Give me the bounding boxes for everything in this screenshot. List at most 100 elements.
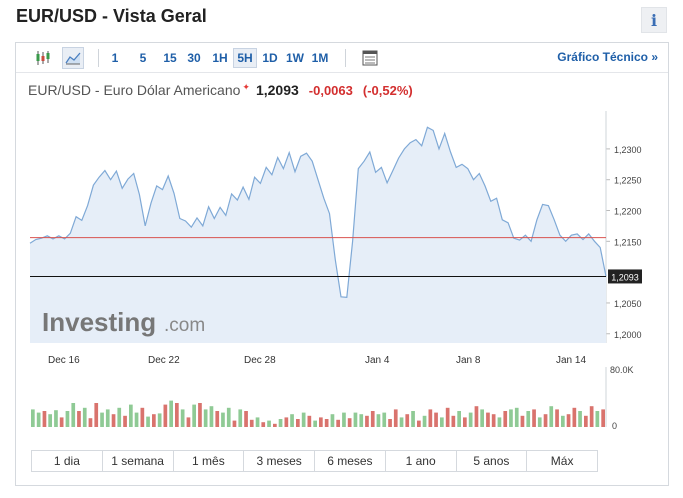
volume-bar (445, 407, 450, 427)
volume-bar (59, 417, 64, 427)
volume-bar (140, 407, 145, 427)
volume-bar (244, 411, 248, 427)
last-price-label: 1,2093 (611, 272, 639, 282)
volume-bar (209, 406, 214, 427)
volume-bar (405, 414, 410, 427)
timeframe-1m[interactable]: 1M (311, 51, 329, 65)
range-1-month[interactable]: 1 mês (174, 451, 245, 471)
range-1-day[interactable]: 1 dia (32, 451, 103, 471)
volume-bar (307, 415, 312, 427)
range-6-months[interactable]: 6 meses (315, 451, 386, 471)
volume-bar (215, 411, 220, 427)
volume-bar (261, 422, 266, 427)
y-tick-label: 1,2200 (614, 207, 642, 217)
x-tick-label: Jan 4 (365, 355, 390, 366)
volume-bar (382, 412, 387, 427)
volume-bar (111, 414, 116, 427)
volume-bar (601, 409, 605, 427)
volume-bar (129, 404, 133, 427)
chart-toolbar: 1 5 15 30 1H 5H 1D 1W 1M Gráfico Técnico… (16, 43, 668, 73)
volume-bar (296, 419, 300, 427)
volume-bar (203, 409, 208, 427)
last-price: 1,2093 (255, 82, 299, 98)
volume-bar (94, 403, 99, 427)
timeframe-5h[interactable]: 5H (233, 48, 257, 68)
volume-bar (491, 414, 496, 427)
x-tick-label: Dec 16 (48, 355, 80, 366)
volume-bar (221, 412, 225, 427)
star-icon: ✦ (242, 82, 250, 92)
volume-bar (313, 420, 317, 427)
timeframe-5[interactable]: 5 (139, 51, 147, 65)
volume-bar (330, 414, 335, 427)
table-view-icon[interactable] (359, 47, 381, 69)
candlestick-icon[interactable] (32, 47, 54, 69)
timeframe-1h[interactable]: 1H (212, 51, 228, 65)
y-tick-label: 1,2050 (614, 299, 642, 309)
price-change-percent: (-0,52%) (362, 83, 413, 98)
volume-bar (117, 407, 122, 427)
volume-bar (537, 417, 542, 427)
volume-bar (497, 417, 502, 427)
volume-bar (226, 407, 231, 427)
y-tick-label: 1,2150 (614, 237, 642, 247)
range-3-months[interactable]: 3 meses (244, 451, 315, 471)
volume-bar (578, 411, 582, 427)
x-tick-label: Dec 28 (244, 355, 276, 366)
range-1-week[interactable]: 1 semana (103, 451, 174, 471)
range-selector: 1 dia 1 semana 1 mês 3 meses 6 meses 1 a… (31, 450, 598, 472)
timeframe-1d[interactable]: 1D (262, 51, 278, 65)
volume-bar (388, 419, 392, 427)
timeframe-1w[interactable]: 1W (286, 51, 304, 65)
volume-bar (549, 406, 554, 427)
investing-watermark: Investing (42, 307, 156, 337)
volume-bar (584, 415, 588, 427)
volume-bar (278, 419, 283, 427)
price-change: -0,0063 (308, 83, 353, 98)
volume-bar (347, 418, 352, 427)
quote-line: EUR/USD - Euro Dólar Americano ✦ 1,2093 -0,… (28, 82, 413, 98)
info-icon[interactable]: i (641, 7, 667, 33)
price-chart[interactable]: Investing .com 1,2300 1,2250 1,2200 1,2150 1… (16, 105, 668, 445)
volume-bar (595, 411, 600, 427)
range-max[interactable]: Máx (550, 454, 574, 468)
timeframe-15[interactable]: 15 (163, 51, 177, 65)
chart-widget: 1 5 15 30 1H 5H 1D 1W 1M Gráfico Técnico… (15, 42, 669, 486)
volume-bar (319, 417, 323, 427)
volume-bar (486, 412, 490, 427)
volume-bar (123, 415, 127, 427)
timeframe-30[interactable]: 30 (187, 51, 201, 65)
volume-bar (284, 417, 289, 427)
volume-bar (434, 412, 438, 427)
price-area (30, 127, 606, 343)
volume-bar (175, 403, 179, 427)
volume-tick-label: 80.0K (610, 365, 634, 375)
volume-bar (353, 412, 358, 427)
volume-bar (451, 415, 456, 427)
volume-bar (468, 412, 473, 427)
volume-bar (440, 417, 444, 427)
volume-bar (146, 416, 150, 427)
toolbar-divider (98, 49, 99, 67)
volume-bar (198, 403, 202, 427)
volume-bar (417, 420, 421, 427)
volume-bar (180, 409, 185, 427)
volume-bar (77, 411, 81, 427)
volume-bar (376, 414, 381, 427)
volume-bar (54, 410, 58, 427)
volume-bar (370, 411, 375, 427)
volume-bar (290, 414, 294, 427)
volume-bar (163, 404, 168, 427)
volume-bar (238, 409, 243, 427)
volume-bar (589, 406, 594, 427)
volume-bar (457, 411, 461, 427)
volume-bar (365, 415, 369, 427)
range-1-year[interactable]: 1 ano (386, 451, 457, 471)
volume-bar (100, 412, 104, 427)
x-tick-label: Jan 14 (556, 355, 586, 366)
technical-chart-link[interactable]: Gráfico Técnico » (557, 50, 658, 64)
volume-bar (514, 407, 519, 427)
timeframe-1[interactable]: 1 (111, 51, 119, 65)
area-chart-icon[interactable] (62, 47, 84, 69)
range-5-years[interactable]: 5 anos (457, 451, 528, 471)
